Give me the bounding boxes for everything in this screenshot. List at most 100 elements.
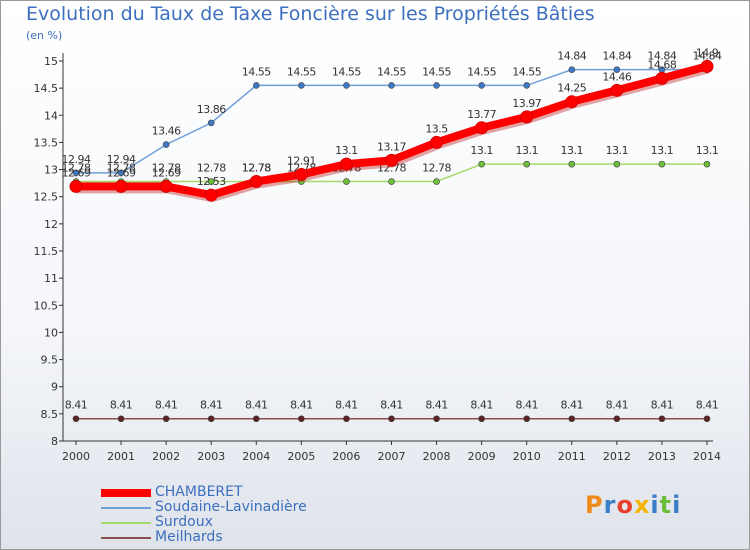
y-tick-label: 10.5 [34,299,59,312]
data-point-soudaine-lavinadi-re [568,66,576,73]
y-tick-label: 15 [44,55,58,68]
y-tick-label: 12.5 [34,191,59,204]
x-tick-label: 2011 [558,450,586,463]
data-point-chamberet [114,179,128,193]
data-label-meilhards: 8.41 [380,399,403,412]
data-point-soudaine-lavinadi-re [613,66,621,73]
data-point-chamberet [294,167,308,181]
data-point-meilhards [388,415,395,423]
data-point-soudaine-lavinadi-re [388,82,395,89]
y-tick-label: 8.5 [41,408,59,421]
data-label-chamberet: 12.53 [197,175,226,188]
data-label-soudaine-lavinadi-re: 14.55 [422,65,451,78]
data-point-chamberet [610,83,624,97]
data-label-meilhards: 8.41 [696,399,719,412]
data-label-soudaine-lavinadi-re: 14.55 [287,65,316,78]
data-point-soudaine-lavinadi-re [298,82,305,89]
data-point-chamberet [475,121,489,135]
data-point-meilhards [207,415,215,423]
data-label-surdoux: 13.1 [561,144,584,157]
data-label-soudaine-lavinadi-re: 14.84 [557,50,586,63]
data-label-meilhards: 8.41 [335,399,358,412]
data-label-chamberet: 13.1 [335,144,358,157]
data-label-soudaine-lavinadi-re: 14.55 [512,65,541,78]
data-point-soudaine-lavinadi-re [523,82,531,89]
data-label-meilhards: 8.41 [606,399,629,412]
x-tick-label: 2006 [332,450,360,463]
data-point-chamberet [430,135,444,149]
x-tick-label: 2007 [378,450,406,463]
x-tick-label: 2014 [693,450,721,463]
data-label-chamberet: 13.17 [377,140,406,153]
data-label-meilhards: 8.41 [290,399,313,412]
data-point-surdoux [388,178,395,185]
data-point-chamberet [385,153,398,167]
data-label-meilhards: 8.41 [245,399,268,412]
data-label-soudaine-lavinadi-re: 13.46 [152,125,181,138]
legend-swatch [101,489,151,497]
data-label-surdoux: 13.1 [696,144,719,157]
data-label-surdoux: 12.78 [152,162,181,175]
legend-swatch [101,522,151,524]
legend-label: Meilhards [155,529,223,545]
data-label-chamberet: 13.97 [512,97,541,110]
data-label-soudaine-lavinadi-re: 14.84 [647,50,676,63]
data-label-surdoux: 12.78 [107,162,136,175]
data-label-chamberet: 13.77 [467,108,496,121]
data-point-soudaine-lavinadi-re [252,82,260,89]
x-tick-label: 2012 [603,450,631,463]
data-point-meilhards [658,415,666,423]
data-label-surdoux: 12.78 [62,162,91,175]
y-tick-label: 14 [44,109,58,122]
data-point-chamberet [339,157,353,171]
chart-title: Evolution du Taux de Taxe Foncière sur l… [26,3,595,25]
y-tick-label: 11.5 [34,245,59,258]
data-point-soudaine-lavinadi-re [72,169,80,177]
legend-label: Soudaine-Lavinadière [155,499,307,515]
data-label-chamberet: 14.68 [647,58,676,71]
data-point-soudaine-lavinadi-re [117,169,125,177]
data-point-surdoux [568,160,576,168]
data-label-chamberet: 14.9 [696,46,719,59]
data-label-soudaine-lavinadi-re: 14.55 [377,65,406,78]
data-point-surdoux [207,178,215,185]
data-label-chamberet: 12.69 [62,166,91,179]
x-tick-label: 2003 [197,450,225,463]
y-tick-label: 12 [44,218,58,231]
data-label-surdoux: 13.1 [470,144,493,157]
data-point-surdoux [433,178,440,185]
x-tick-label: 2010 [513,450,541,463]
x-tick-label: 2001 [107,450,135,463]
data-point-meilhards [298,415,305,423]
data-point-soudaine-lavinadi-re [478,82,485,89]
data-point-chamberet [565,95,579,109]
data-label-meilhards: 8.41 [155,399,178,412]
data-point-soudaine-lavinadi-re [207,119,215,127]
data-label-surdoux: 13.1 [515,144,538,157]
data-label-soudaine-lavinadi-re: 12.94 [107,153,136,166]
data-point-meilhards [613,415,621,423]
data-point-chamberet [159,179,173,193]
data-point-soudaine-lavinadi-re [433,82,440,89]
data-label-meilhards: 8.41 [651,399,674,412]
y-axis-unit: (en %) [26,29,63,42]
data-point-chamberet [249,175,263,189]
data-point-meilhards [162,415,170,423]
data-point-meilhards [117,415,125,423]
data-point-meilhards [252,415,260,423]
data-point-soudaine-lavinadi-re [162,141,170,148]
data-point-meilhards [433,415,440,423]
data-label-chamberet: 13.5 [425,122,448,135]
data-label-soudaine-lavinadi-re: 14.55 [467,65,496,78]
data-label-soudaine-lavinadi-re: 14.84 [693,50,722,63]
y-tick-label: 13 [44,164,58,177]
data-label-meilhards: 8.41 [561,399,584,412]
data-point-meilhards [568,415,576,423]
data-label-soudaine-lavinadi-re: 14.84 [602,50,631,63]
x-tick-label: 2013 [648,450,676,463]
data-label-soudaine-lavinadi-re: 13.86 [197,103,226,116]
data-point-surdoux [343,178,350,185]
x-tick-label: 2002 [152,450,180,463]
data-label-surdoux: 12.78 [422,162,451,175]
